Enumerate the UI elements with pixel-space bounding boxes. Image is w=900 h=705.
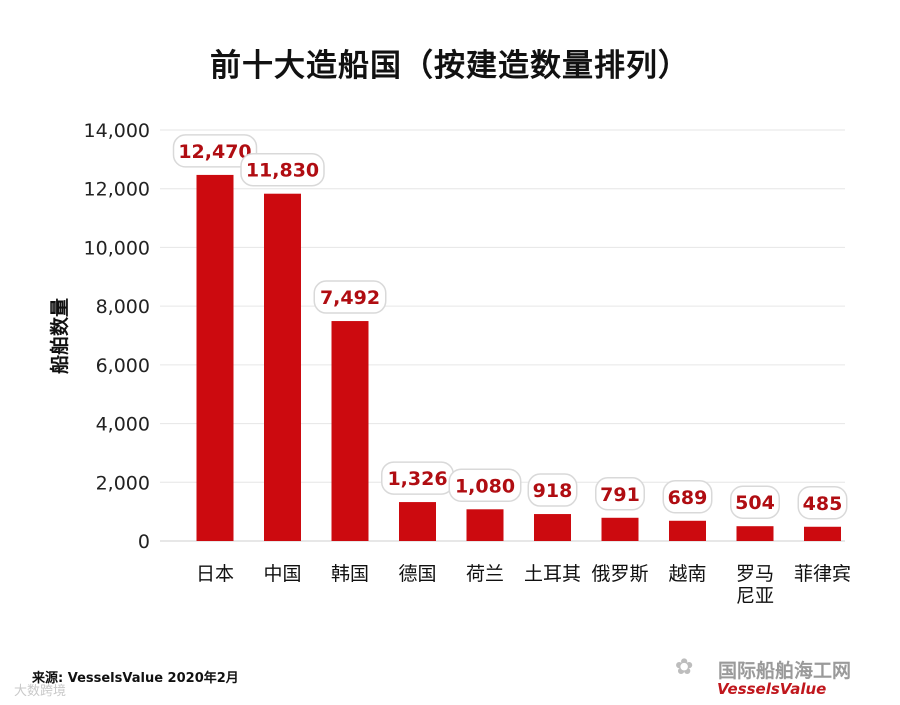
value-label: 12,470 xyxy=(178,141,251,163)
bar xyxy=(331,321,369,541)
bar xyxy=(264,193,301,541)
wechat-icon: ✿ xyxy=(675,655,694,680)
value-label-box xyxy=(527,473,578,507)
x-tick-label: 菲律宾 xyxy=(794,563,851,585)
bar xyxy=(466,509,504,541)
value-label-box xyxy=(797,486,848,520)
value-label: 485 xyxy=(803,493,843,515)
x-tick-label: 越南 xyxy=(668,563,706,585)
x-tick-label: 韩国 xyxy=(331,563,369,585)
value-label-box xyxy=(240,152,325,187)
bar xyxy=(669,520,706,541)
value-label: 791 xyxy=(600,484,640,506)
y-tick-label: 8,000 xyxy=(96,296,150,318)
x-tick-label: 俄罗斯 xyxy=(591,563,648,585)
y-axis-title: 船舶数量 xyxy=(48,298,71,374)
value-label-box xyxy=(313,280,387,314)
x-tick-label: 日本 xyxy=(196,563,234,585)
value-label-box xyxy=(730,485,780,519)
value-label-box xyxy=(662,480,713,514)
bar xyxy=(399,502,436,541)
y-tick-label: 2,000 xyxy=(96,472,150,494)
bar xyxy=(601,517,639,541)
x-tick-label: 德国 xyxy=(398,563,436,585)
y-tick-label: 6,000 xyxy=(96,355,150,377)
value-label: 1,080 xyxy=(455,475,515,497)
bar xyxy=(534,514,571,541)
x-tick-label: 中国 xyxy=(263,563,301,585)
value-label-box xyxy=(595,477,645,511)
value-label: 918 xyxy=(533,480,573,502)
value-label: 689 xyxy=(668,487,708,509)
value-label: 11,830 xyxy=(246,160,319,182)
source-note: 来源: VesselsValue 2020年2月 xyxy=(32,671,239,686)
value-label-box xyxy=(448,468,522,503)
bar xyxy=(736,526,774,541)
watermark-left: 大数跨境 xyxy=(14,684,67,699)
value-label: 7,492 xyxy=(320,287,380,309)
x-tick-label: 荷兰 xyxy=(466,563,504,585)
x-tick-label: 尼亚 xyxy=(736,585,774,607)
y-tick-label: 10,000 xyxy=(84,237,150,259)
vesselsvalue-logo: VesselsValue xyxy=(717,680,827,698)
x-tick-label: 土耳其 xyxy=(524,563,581,585)
value-label: 504 xyxy=(735,492,775,514)
x-tick-label: 罗马 xyxy=(736,563,774,585)
y-tick-label: 0 xyxy=(138,531,150,553)
y-tick-label: 12,000 xyxy=(84,179,150,201)
y-tick-label: 4,000 xyxy=(96,414,150,436)
value-label-box xyxy=(172,134,258,168)
value-label: 1,326 xyxy=(387,468,447,490)
bar xyxy=(196,174,234,541)
y-tick-label: 14,000 xyxy=(84,120,150,142)
watermark-right: 国际船舶海工网 xyxy=(718,660,852,682)
bar xyxy=(804,526,841,541)
chart-title: 前十大造船国（按建造数量排列） xyxy=(210,48,690,84)
